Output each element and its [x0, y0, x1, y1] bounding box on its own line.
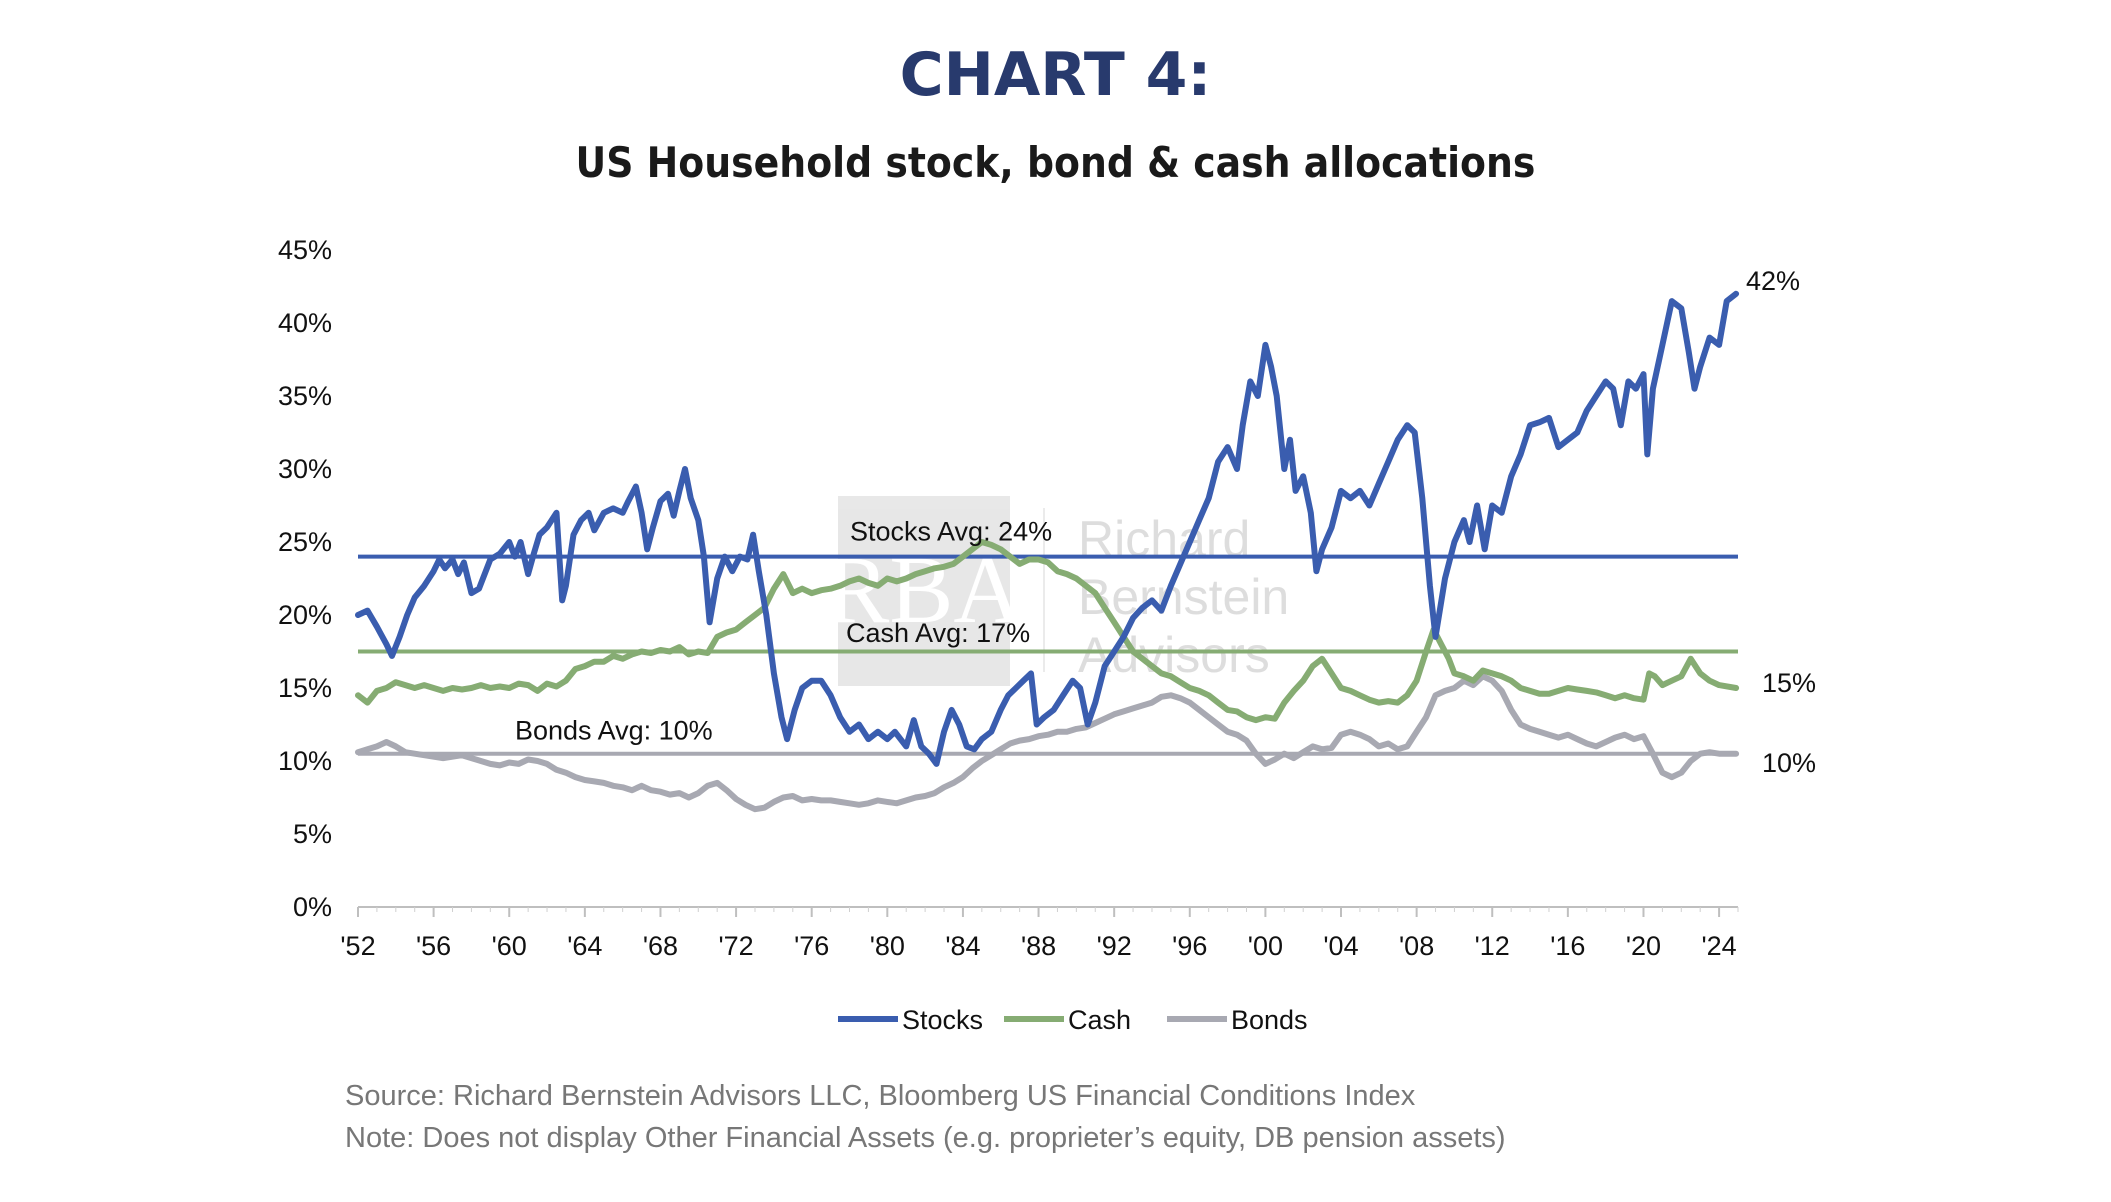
cash-end-label: 15%	[1762, 668, 1816, 698]
x-tick-label: '60	[492, 931, 527, 961]
end-value-labels: 42% 15% 10%	[1746, 266, 1816, 778]
y-tick-label: 10%	[278, 746, 332, 776]
bonds-end-label: 10%	[1762, 748, 1816, 778]
x-tick-label: '12	[1475, 931, 1510, 961]
stocks-series-line	[355, 290, 1740, 767]
y-tick-label: 30%	[278, 454, 332, 484]
x-tick-label: '84	[945, 931, 980, 961]
disclaimer-note: Note: Does not display Other Financial A…	[345, 1122, 1506, 1154]
x-axis-ticks: '52 '56 '60 '64 '68 '72 '76 '80 '84 '88 '92 '96 '00 '…	[340, 907, 1739, 961]
y-tick-label: 15%	[278, 673, 332, 703]
rba-watermark-block	[838, 496, 1010, 686]
stocks-average-label: Stocks Avg: 24%	[850, 517, 1052, 547]
x-tick-label: '52	[340, 931, 375, 961]
cash-series-line	[355, 539, 1740, 724]
source-note: Source: Richard Bernstein Advisors LLC, …	[345, 1080, 1416, 1112]
chart-title: CHART 4:	[899, 40, 1212, 110]
x-tick-label: '64	[567, 931, 602, 961]
x-tick-label: '20	[1626, 931, 1661, 961]
average-lines	[358, 554, 1738, 756]
x-tick-label: '24	[1702, 931, 1737, 961]
legend-label-bonds: Bonds	[1231, 1005, 1308, 1035]
x-tick-label: '56	[416, 931, 451, 961]
x-tick-label: '72	[718, 931, 753, 961]
x-tick-label: '08	[1399, 931, 1434, 961]
x-tick-label: '04	[1323, 931, 1358, 961]
average-labels: Stocks Avg: 24% Cash Avg: 17% Bonds Avg: 1…	[515, 517, 1052, 746]
y-tick-label: 45%	[278, 235, 332, 265]
cash-average-label: Cash Avg: 17%	[846, 618, 1030, 648]
x-tick-label: '68	[643, 931, 678, 961]
legend-label-stocks: Stocks	[902, 1005, 983, 1035]
stocks-end-label: 42%	[1746, 266, 1800, 296]
series-lines	[355, 290, 1740, 813]
legend-label-cash: Cash	[1068, 1005, 1131, 1035]
x-tick-label: '80	[870, 931, 905, 961]
y-tick-label: 25%	[278, 527, 332, 557]
y-tick-label: 0%	[293, 892, 332, 922]
x-tick-label: '92	[1097, 931, 1132, 961]
y-tick-label: 35%	[278, 381, 332, 411]
y-tick-label: 40%	[278, 308, 332, 338]
x-tick-label: '16	[1550, 931, 1585, 961]
x-tick-label: '88	[1021, 931, 1056, 961]
y-tick-label: 20%	[278, 600, 332, 630]
x-tick-label: '00	[1248, 931, 1283, 961]
chart-legend: Stocks Cash Bonds	[838, 1005, 1308, 1035]
bonds-series-line	[355, 673, 1740, 813]
y-tick-label: 5%	[293, 819, 332, 849]
bonds-average-label: Bonds Avg: 10%	[515, 716, 713, 746]
rba-watermark-name-3: Advisors	[1078, 627, 1270, 683]
x-tick-label: '96	[1172, 931, 1207, 961]
y-axis-ticks: 0% 5% 10% 15% 20% 25% 30% 35% 40% 45%	[278, 235, 332, 922]
x-tick-label: '76	[794, 931, 829, 961]
rba-watermark-logo: RBA	[825, 536, 1022, 643]
chart-subtitle: US Household stock, bond & cash allocati…	[575, 138, 1536, 187]
